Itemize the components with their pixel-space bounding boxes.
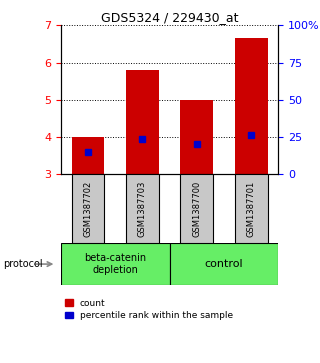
Bar: [126, 70, 159, 174]
Text: GSM1387700: GSM1387700: [192, 181, 201, 237]
Text: beta-catenin
depletion: beta-catenin depletion: [84, 253, 146, 275]
Text: GSM1387701: GSM1387701: [247, 181, 256, 237]
FancyBboxPatch shape: [61, 243, 170, 285]
FancyBboxPatch shape: [72, 174, 104, 243]
FancyBboxPatch shape: [170, 243, 278, 285]
FancyBboxPatch shape: [126, 174, 159, 243]
Bar: [72, 137, 104, 174]
Legend: count, percentile rank within the sample: count, percentile rank within the sample: [65, 298, 233, 320]
Text: protocol: protocol: [3, 259, 43, 269]
Text: control: control: [205, 259, 243, 269]
Title: GDS5324 / 229430_at: GDS5324 / 229430_at: [101, 11, 238, 24]
Text: GSM1387703: GSM1387703: [138, 180, 147, 237]
FancyBboxPatch shape: [235, 174, 268, 243]
FancyBboxPatch shape: [180, 174, 213, 243]
Bar: [235, 38, 268, 174]
Text: GSM1387702: GSM1387702: [84, 181, 92, 237]
Bar: [180, 100, 213, 174]
